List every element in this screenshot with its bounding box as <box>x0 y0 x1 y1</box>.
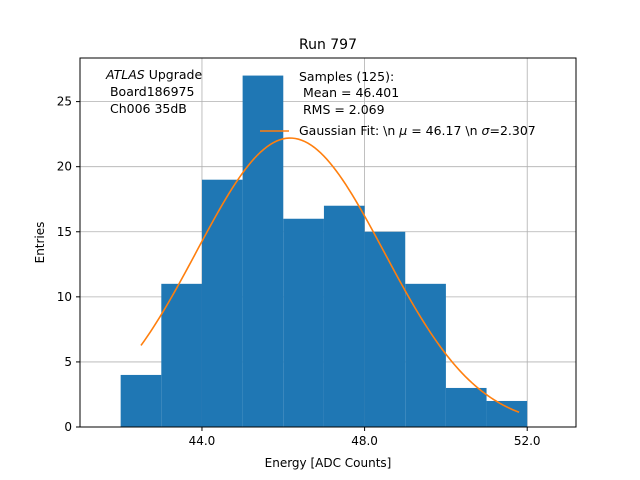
histogram-bar <box>120 374 162 427</box>
annotation-channel: Ch006 35dB <box>106 101 187 116</box>
histogram-bar <box>486 400 528 427</box>
histogram-bars <box>120 75 528 428</box>
y-axis-ticks: 0 5 10 15 20 25 <box>57 95 80 434</box>
y-tick-label: 0 <box>64 420 72 434</box>
histogram-bar <box>161 283 202 427</box>
legend-mean: Mean = 46.401 <box>299 85 399 100</box>
annotation-experiment-suffix: Upgrade <box>145 67 203 82</box>
legend-rms: RMS = 2.069 <box>299 102 385 117</box>
fit-curve-layer <box>140 137 520 414</box>
x-tick-label: 52.0 <box>514 434 541 448</box>
histogram-bar <box>242 75 284 428</box>
histogram-bar <box>405 283 446 427</box>
chart-title: Run 797 <box>299 37 357 53</box>
atlas-annotation: ATLAS Upgrade Board186975 Ch006 35dB <box>105 67 202 116</box>
legend: Samples (125): Mean = 46.401 RMS = 2.069… <box>260 69 536 138</box>
y-tick-label: 20 <box>57 160 72 174</box>
annotation-board: Board186975 <box>106 84 194 99</box>
histogram-bar <box>323 205 365 427</box>
legend-fit-label: Gaussian Fit: \n μ = 46.17 \n σ=2.307 <box>299 123 536 138</box>
x-axis-label: Energy [ADC Counts] <box>265 456 392 470</box>
x-tick-label: 44.0 <box>189 434 216 448</box>
annotation-experiment: ATLAS <box>105 67 145 82</box>
gaussian-fit-curve <box>140 137 520 414</box>
legend-samples-title: Samples (125): <box>299 69 394 84</box>
y-axis-label: Entries <box>33 222 47 264</box>
histogram-bar <box>283 218 324 427</box>
y-tick-label: 5 <box>64 355 72 369</box>
histogram-bar <box>201 179 243 427</box>
y-tick-label: 10 <box>57 290 72 304</box>
histogram-bar <box>364 231 406 427</box>
y-tick-label: 15 <box>57 225 72 239</box>
svg-text:ATLAS Upgrade: ATLAS Upgrade <box>105 67 202 82</box>
histogram-bar <box>445 387 487 427</box>
x-tick-label: 48.0 <box>351 434 378 448</box>
y-tick-label: 25 <box>57 95 72 109</box>
x-axis-ticks: 44.0 48.0 52.0 <box>189 427 541 448</box>
axes-frame <box>79 57 577 428</box>
